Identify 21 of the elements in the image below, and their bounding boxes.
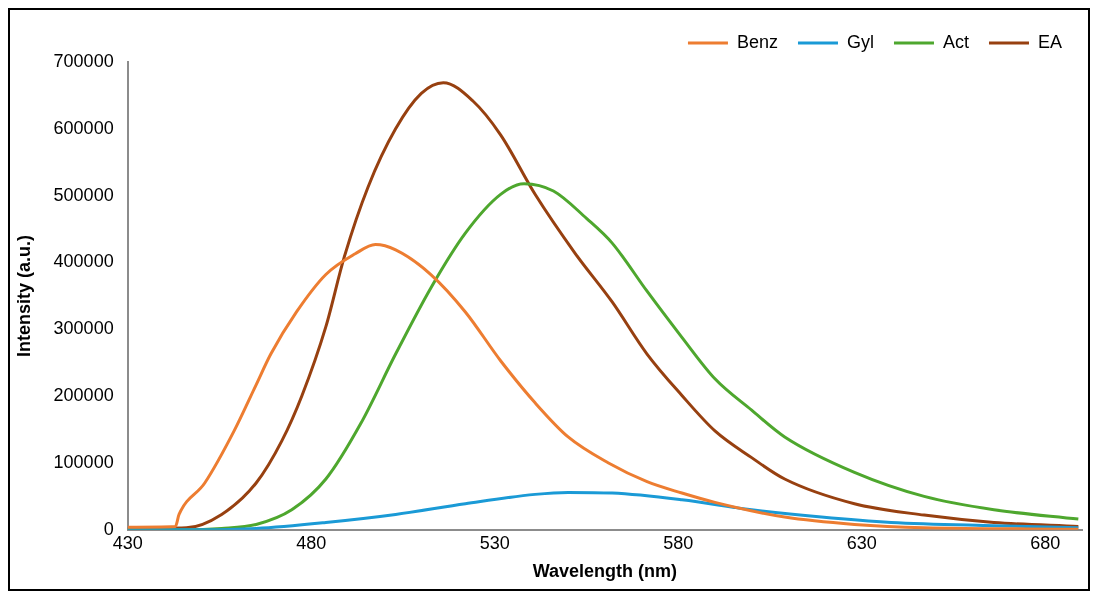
x-tick-label: 480 xyxy=(296,532,327,553)
y-tick-label: 0 xyxy=(103,518,114,539)
y-tick-label: 100000 xyxy=(53,451,114,472)
x-tick-label: 430 xyxy=(112,532,143,553)
y-tick-label: 500000 xyxy=(53,184,114,205)
x-tick-label: 630 xyxy=(846,532,877,553)
legend-label: EA xyxy=(1037,31,1062,52)
y-tick-label: 400000 xyxy=(53,251,114,272)
x-tick-label: 680 xyxy=(1030,532,1061,553)
x-tick-label: 580 xyxy=(663,532,694,553)
legend-label: Benz xyxy=(736,31,778,52)
line-series xyxy=(127,242,1080,530)
legend-label: Gyl xyxy=(846,31,874,52)
y-tick-label: 700000 xyxy=(53,50,114,71)
x-tick-label: 530 xyxy=(479,532,510,553)
y-tick-label: 200000 xyxy=(53,385,114,406)
y-axis-title: Intensity (a.u.) xyxy=(13,234,34,357)
x-axis-title: Wavelength (nm) xyxy=(532,561,677,582)
y-tick-label: 600000 xyxy=(53,117,114,138)
y-tick-label: 300000 xyxy=(53,318,114,339)
legend-label: Act xyxy=(942,31,969,52)
